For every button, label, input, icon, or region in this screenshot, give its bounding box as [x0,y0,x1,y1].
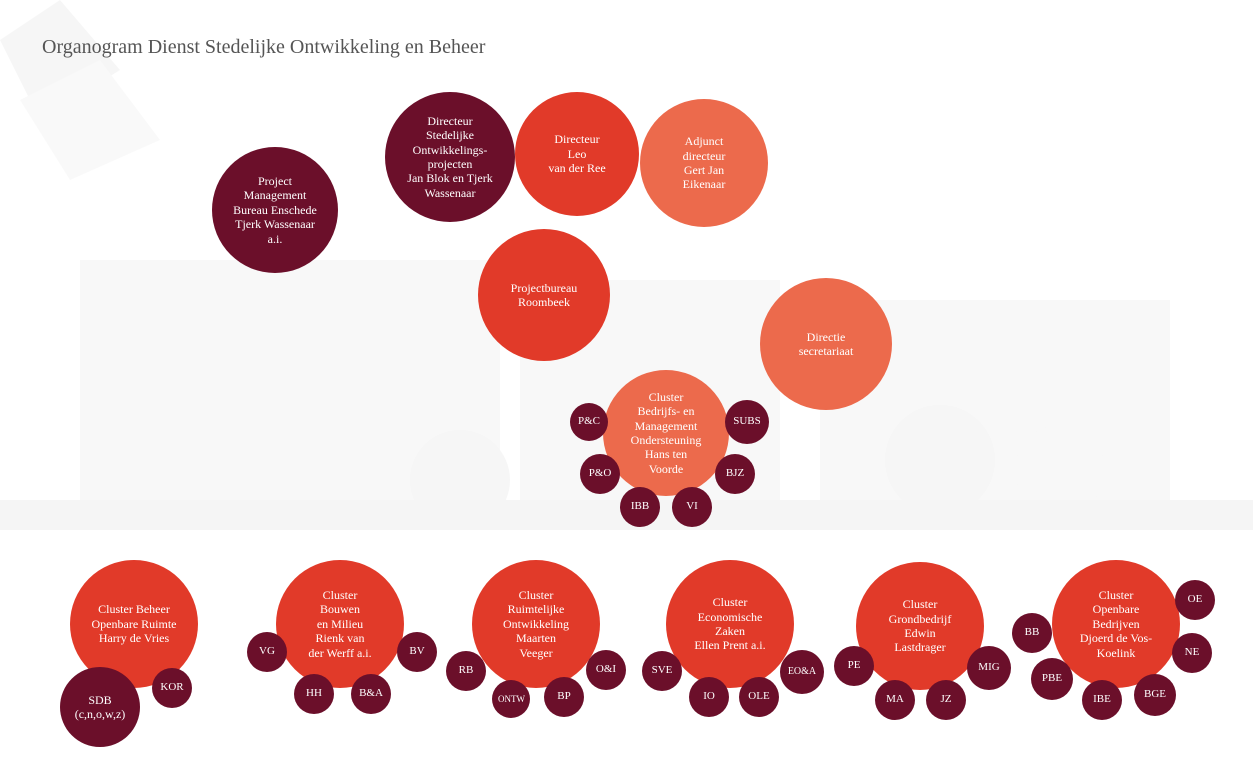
org-node-label: IBE [1088,693,1116,706]
org-node-label: P&O [586,467,614,480]
org-node-label: Cluster Bouwen en Milieu Rienk van der W… [282,588,398,660]
org-node-label: P&C [576,415,602,428]
org-node-rb: RB [446,651,486,691]
org-node-proj-roombeek: Projectbureau Roombeek [478,229,610,361]
org-node-label: Projectbureau Roombeek [484,281,604,310]
org-node-label: Cluster Grondbedrijf Edwin Lastdrager [862,597,978,655]
org-node-mig: MIG [967,646,1011,690]
org-node-label: Cluster Openbare Bedrijven Djoerd de Vos… [1058,588,1174,660]
org-node-ibb: IBB [620,487,660,527]
org-node-label: BJZ [721,467,749,480]
org-node-label: BGE [1140,688,1170,701]
org-node-label: JZ [932,693,960,706]
org-node-oi: O&I [586,650,626,690]
org-node-label: ONTW [498,694,524,705]
org-node-bb: BB [1012,613,1052,653]
org-node-dir-secr: Directie secretariaat [760,278,892,410]
org-node-label: Directeur Leo van der Ree [521,132,633,175]
org-node-label: MIG [973,661,1005,674]
org-node-subs: SUBS [725,400,769,444]
org-node-label: IBB [626,500,654,513]
org-node-label: Cluster Bedrijfs- en Management Onderste… [609,390,723,476]
org-node-bge: BGE [1134,674,1176,716]
org-node-dir-sop: Directeur Stedelijke Ontwikkelings- proj… [385,92,515,222]
org-node-oe: OE [1175,580,1215,620]
org-node-label: RB [452,664,480,677]
org-node-bp: BP [544,677,584,717]
page-title: Organogram Dienst Stedelijke Ontwikkelin… [42,36,485,59]
org-node-cbmo: Cluster Bedrijfs- en Management Onderste… [603,370,729,496]
org-node-pmb: Project Management Bureau Enschede Tjerk… [212,147,338,273]
org-node-ibe: IBE [1082,680,1122,720]
org-node-label: OLE [745,690,773,703]
org-node-cgb: Cluster Grondbedrijf Edwin Lastdrager [856,562,984,690]
org-node-label: Cluster Economische Zaken Ellen Prent a.… [672,595,788,653]
org-node-label: BP [550,690,578,703]
org-node-label: EO&A [786,666,818,678]
org-node-sve: SVE [642,651,682,691]
org-node-label: Cluster Ruimtelijke Ontwikkeling Maarten… [478,588,594,660]
org-node-eoa: EO&A [780,650,824,694]
org-node-label: B&A [357,687,385,700]
org-node-label: PE [840,659,868,672]
org-node-cbm: Cluster Bouwen en Milieu Rienk van der W… [276,560,404,688]
org-node-ole: OLE [739,677,779,717]
org-node-label: KOR [158,681,186,694]
org-node-label: OE [1181,593,1209,606]
org-node-label: IO [695,690,723,703]
org-node-adj-dir: Adjunct directeur Gert Jan Eikenaar [640,99,768,227]
org-node-label: BB [1018,626,1046,639]
org-node-label: Cluster Beheer Openbare Ruimte Harry de … [76,602,192,645]
org-node-label: SVE [648,664,676,677]
org-node-label: VI [678,500,706,513]
org-node-label: MA [881,693,909,706]
org-node-ba: B&A [351,674,391,714]
org-node-io: IO [689,677,729,717]
org-node-label: Directie secretariaat [766,330,886,359]
org-node-label: VG [253,645,281,658]
org-node-label: PBE [1037,672,1067,685]
org-node-pe: PE [834,646,874,686]
org-node-dir-leo: Directeur Leo van der Ree [515,92,639,216]
org-node-kor: KOR [152,668,192,708]
org-node-label: Adjunct directeur Gert Jan Eikenaar [646,134,762,192]
org-node-sdb: SDB (c,n,o,w,z) [60,667,140,747]
org-node-ne: NE [1172,633,1212,673]
org-node-ontw: ONTW [492,680,530,718]
org-node-label: NE [1178,646,1206,659]
org-node-hh: HH [294,674,334,714]
page-title-text: Organogram Dienst Stedelijke Ontwikkelin… [42,36,485,58]
org-node-bv: BV [397,632,437,672]
org-node-vi: VI [672,487,712,527]
org-node-cro: Cluster Ruimtelijke Ontwikkeling Maarten… [472,560,600,688]
org-node-vg: VG [247,632,287,672]
org-node-po: P&O [580,454,620,494]
org-node-bjz: BJZ [715,454,755,494]
org-node-cob: Cluster Openbare Bedrijven Djoerd de Vos… [1052,560,1180,688]
org-node-label: BV [403,645,431,658]
org-node-cez: Cluster Economische Zaken Ellen Prent a.… [666,560,794,688]
org-node-label: SUBS [731,415,763,428]
org-node-pbe: PBE [1031,658,1073,700]
org-node-label: HH [300,687,328,700]
org-node-pc: P&C [570,403,608,441]
org-node-label: Project Management Bureau Enschede Tjerk… [218,174,332,246]
org-node-jz: JZ [926,680,966,720]
org-node-label: Directeur Stedelijke Ontwikkelings- proj… [391,114,509,200]
org-node-label: SDB (c,n,o,w,z) [66,693,134,722]
org-node-label: O&I [592,663,620,676]
org-node-ma: MA [875,680,915,720]
